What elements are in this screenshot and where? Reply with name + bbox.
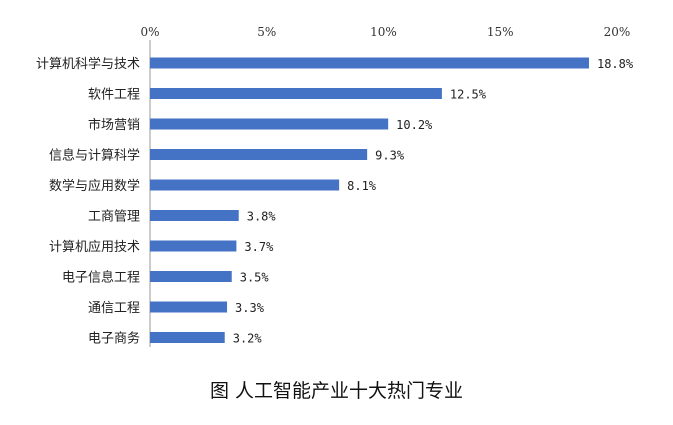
category-label: 市场营销 <box>88 117 140 133</box>
bar <box>150 332 225 343</box>
category-label: 电子信息工程 <box>62 270 140 286</box>
bar <box>150 240 237 252</box>
data-label: 3.3% <box>235 301 265 315</box>
data-label: 3.8% <box>247 210 277 224</box>
data-label: 9.3% <box>375 149 405 163</box>
data-label: 8.1% <box>347 179 377 193</box>
category-label: 软件工程 <box>88 88 140 103</box>
category-label: 计算机应用技术 <box>49 239 140 255</box>
bar <box>150 210 239 221</box>
x-tick-label: 20% <box>604 25 631 39</box>
x-tick-label: 10% <box>370 25 397 39</box>
category-label: 数学与应用数学 <box>49 178 140 194</box>
category-label: 计算机科学与技术 <box>36 56 140 72</box>
x-tick-label: 0% <box>140 25 159 39</box>
data-label: 18.8% <box>597 57 634 71</box>
bar-chart: 0% 5% 10% 15% 20% 计算机科学与技术 18.8% 软件工程 12.5% 市场营销… <box>36 25 634 347</box>
category-label: 通信工程 <box>88 301 140 316</box>
category-label: 工商管理 <box>88 210 140 225</box>
category-label: 信息与计算科学 <box>49 148 140 164</box>
bars: 计算机科学与技术 18.8% 软件工程 12.5% 市场营销 10.2% 信息与计算科学 9.… <box>36 56 634 347</box>
data-label: 10.2% <box>396 118 433 132</box>
data-label: 3.7% <box>244 240 274 254</box>
bar <box>150 179 340 191</box>
figure-caption: 图 人工智能产业十大热门专业 <box>209 380 464 402</box>
data-label: 3.2% <box>233 332 263 346</box>
bar <box>150 118 389 130</box>
x-tick-labels: 0% 5% 10% 15% 20% <box>140 25 630 39</box>
bar <box>150 57 589 69</box>
bar <box>150 271 232 282</box>
bar <box>150 149 368 160</box>
data-label: 3.5% <box>240 271 270 285</box>
x-tick-label: 15% <box>487 25 514 39</box>
x-tick-label: 5% <box>257 25 276 39</box>
data-label: 12.5% <box>450 88 487 102</box>
bar <box>150 88 442 99</box>
category-label: 电子商务 <box>88 331 140 347</box>
bar <box>150 301 228 313</box>
